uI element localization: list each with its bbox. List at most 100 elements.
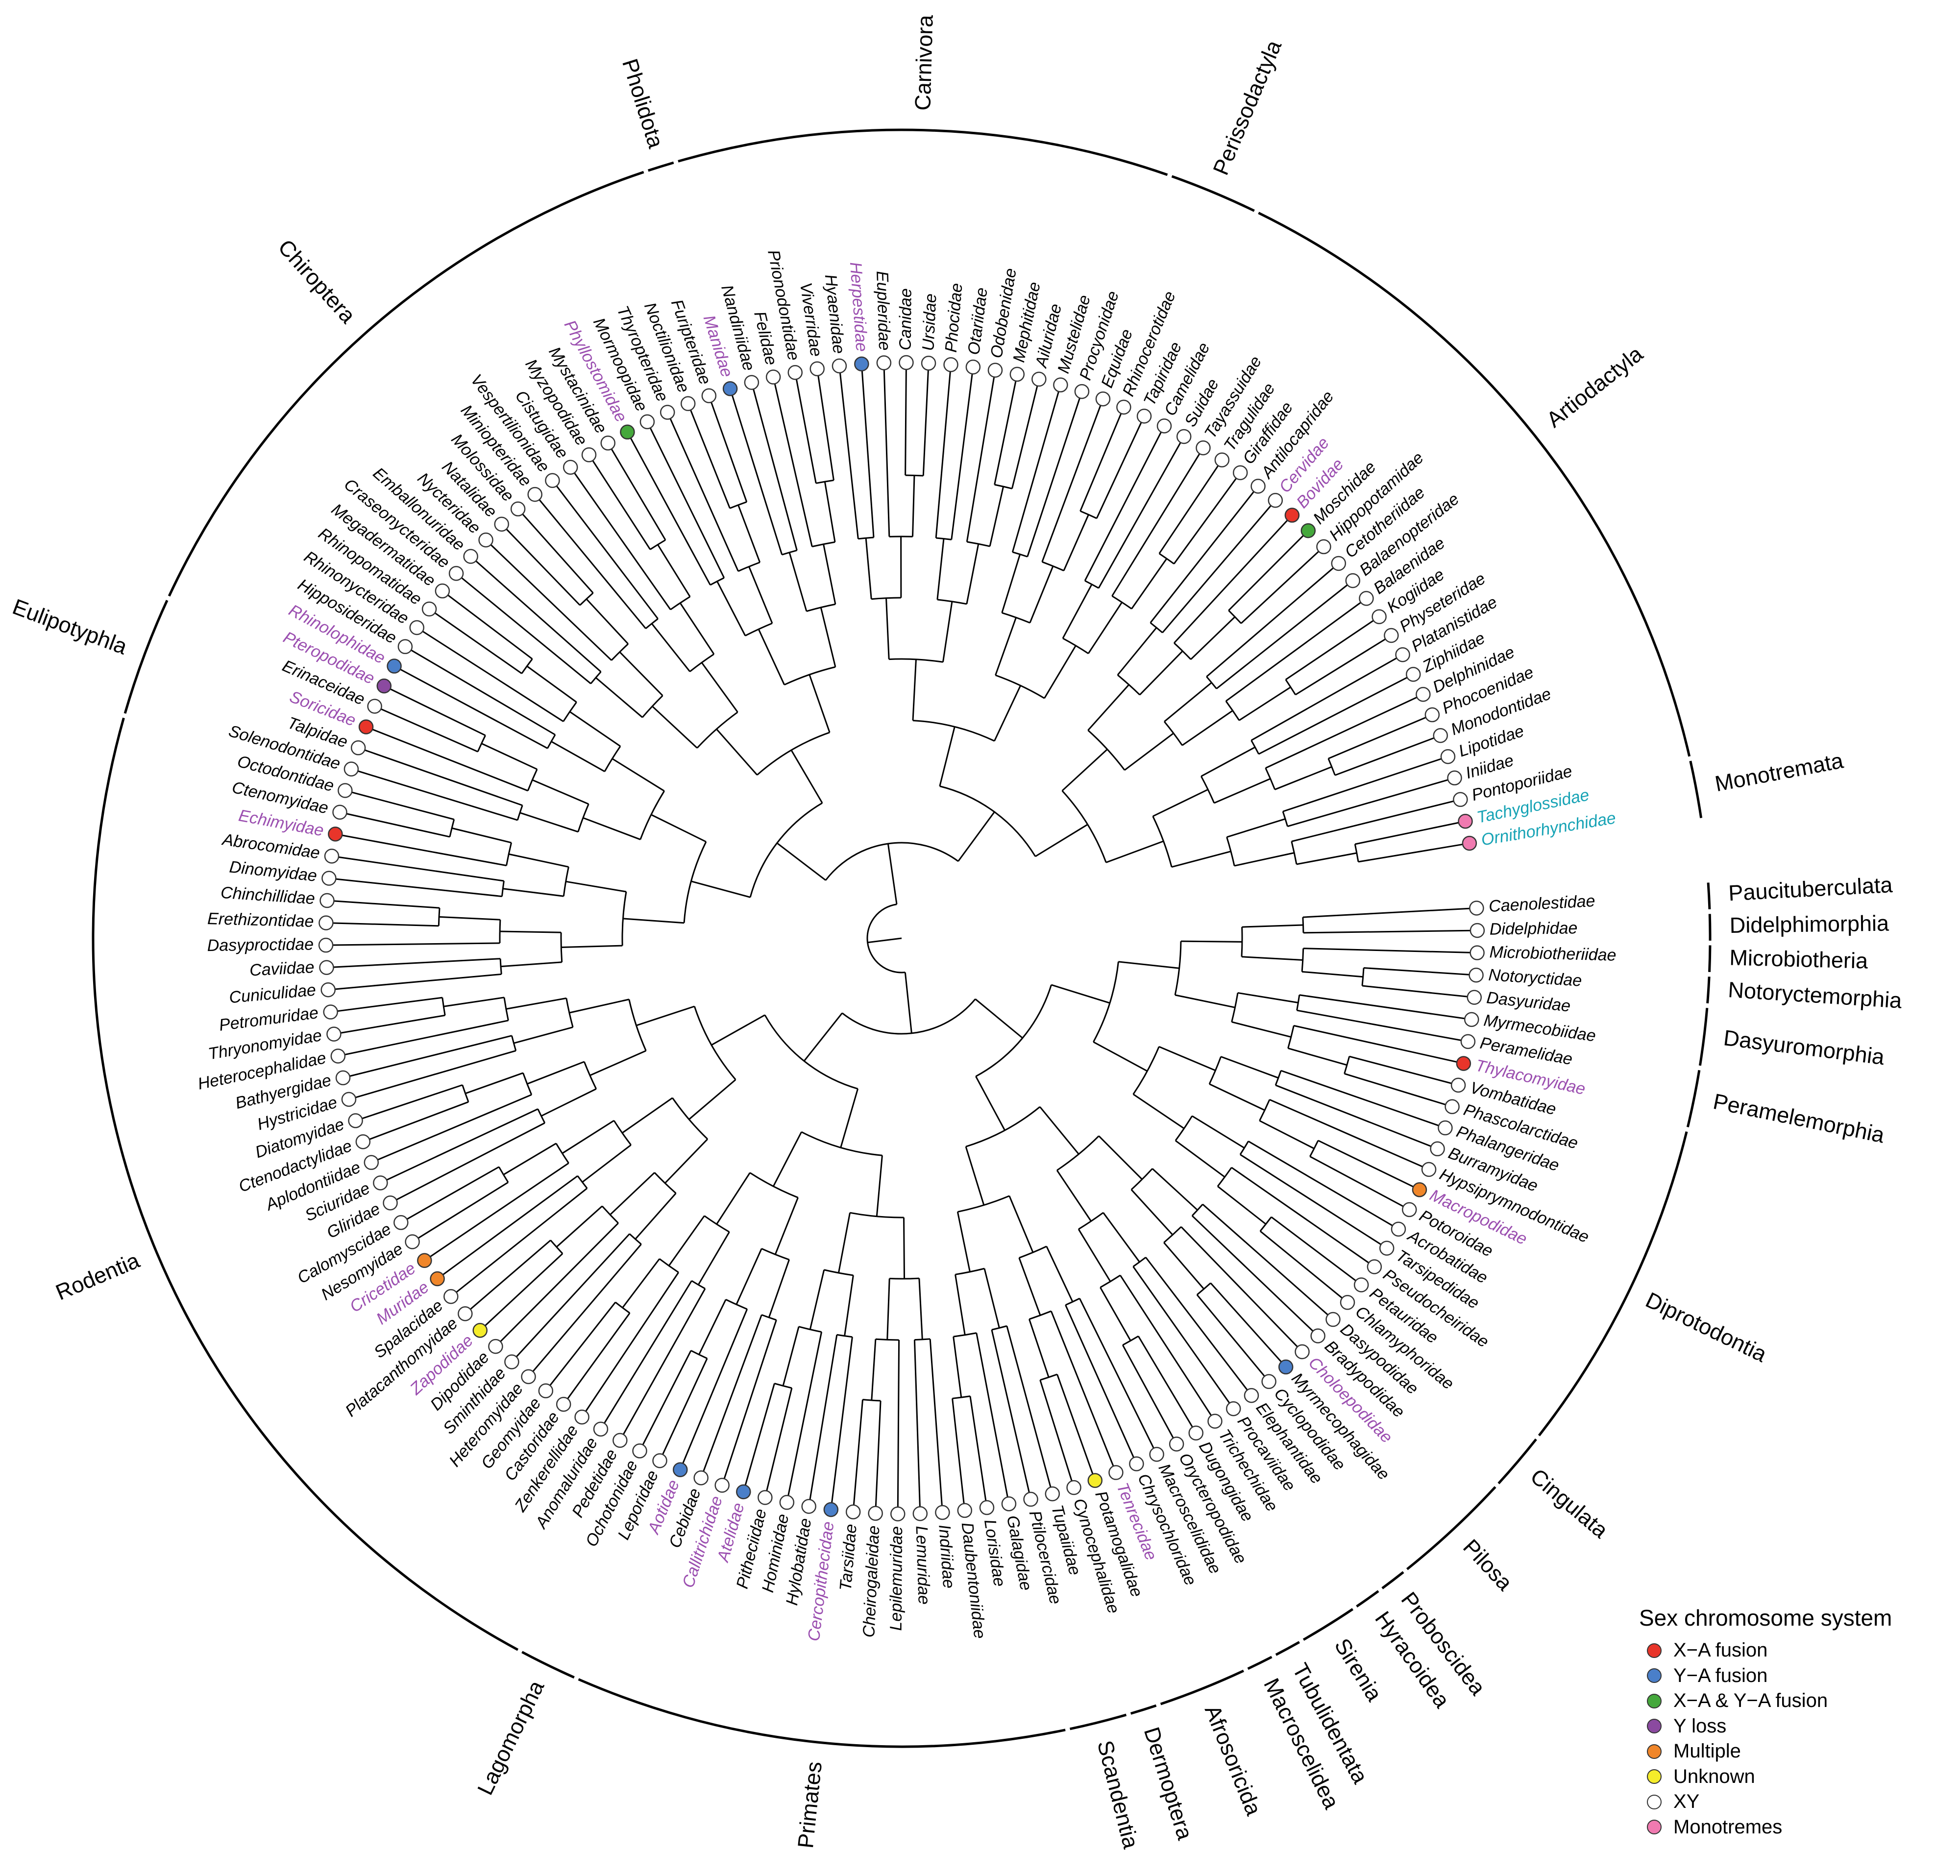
tree-branch — [969, 1396, 988, 1508]
tree-branch — [338, 1020, 509, 1057]
tree-branch — [1250, 654, 1403, 741]
tree-branch — [358, 747, 523, 806]
tree-branch — [429, 608, 522, 674]
tree-branch — [716, 1172, 751, 1225]
tip-marker — [593, 1421, 609, 1437]
tree-branch — [1011, 385, 1061, 553]
tip-marker — [556, 1396, 571, 1412]
tree-branch — [1291, 799, 1461, 842]
tree-branch — [514, 1026, 573, 1044]
tree-branch — [1056, 1374, 1096, 1481]
tip-marker — [478, 532, 493, 548]
tree-branch — [348, 1050, 516, 1100]
tree-branch — [830, 1337, 853, 1510]
tip-marker — [330, 1048, 346, 1064]
tree-branch — [1131, 558, 1168, 609]
tip-marker — [1456, 1056, 1471, 1071]
tree-branch — [1039, 1380, 1075, 1488]
tree-branch — [1221, 1056, 1279, 1079]
tree-branch — [955, 1274, 966, 1335]
tree-branch — [1164, 721, 1183, 746]
tree-branch — [1191, 1215, 1319, 1337]
tip-marker — [563, 460, 578, 475]
tip-marker — [809, 361, 825, 376]
tree-branch — [456, 573, 591, 684]
tree-branch — [450, 1188, 588, 1297]
tree-branch — [716, 729, 758, 776]
tip-marker — [722, 381, 738, 396]
tree-branch — [650, 539, 666, 550]
tree-branch — [666, 412, 739, 572]
tree-branch — [836, 1334, 853, 1338]
tree-branch — [1050, 1311, 1117, 1473]
legend-swatch — [1647, 1643, 1662, 1658]
order-arc — [1686, 1070, 1701, 1127]
legend-label: X−A & Y−A fusion — [1673, 1690, 1828, 1712]
legend-label: Y loss — [1673, 1715, 1727, 1737]
tree-branch — [1206, 562, 1339, 678]
order-arc — [678, 128, 1168, 176]
tree-branch — [876, 1155, 883, 1217]
tip-marker — [350, 740, 366, 755]
order-arc — [1689, 760, 1703, 818]
order-label: Dermoptera — [1139, 1724, 1198, 1843]
tree-branch — [1231, 993, 1239, 1023]
tree-branch — [966, 543, 980, 605]
legend-swatch — [1647, 1794, 1662, 1809]
tree-branch — [1275, 1084, 1438, 1150]
tree-branch — [565, 880, 627, 893]
tip-marker — [1359, 591, 1374, 606]
tree-branch — [1158, 459, 1223, 554]
order-label: Artiodactyla — [1542, 341, 1648, 433]
tree-branch — [1234, 852, 1295, 867]
tree-branch — [1309, 1156, 1410, 1211]
tree-branch — [1302, 907, 1477, 918]
tree-branch — [735, 1248, 762, 1305]
tree-branch — [1296, 852, 1357, 865]
tree-branch — [913, 1340, 921, 1514]
tree-branch — [1190, 616, 1236, 660]
tree-branch — [768, 1259, 790, 1318]
tree-branch — [380, 1108, 539, 1184]
tree-branch — [1349, 1055, 1459, 1086]
tree-branch — [1029, 1319, 1050, 1378]
tip-marker — [1250, 479, 1266, 494]
tree-branch — [772, 1131, 802, 1187]
tree-branch — [556, 1205, 603, 1248]
tree-branch — [1111, 447, 1204, 597]
tip-marker — [383, 1195, 398, 1211]
tip-marker — [876, 355, 892, 370]
tree-branch — [1102, 1212, 1140, 1263]
tip-marker — [435, 583, 450, 599]
tree-branch — [683, 841, 707, 923]
order-arc — [1406, 1486, 1496, 1570]
tip-marker — [397, 639, 413, 655]
tree-branch — [721, 1319, 777, 1486]
tip-marker — [1116, 399, 1131, 415]
tree-branch — [776, 842, 826, 881]
tree-branch — [537, 1108, 546, 1123]
tree-branch — [764, 1388, 793, 1498]
tree-branch — [1011, 379, 1040, 489]
tree-branch — [1231, 1021, 1292, 1038]
tip-marker — [1156, 418, 1172, 434]
tip-marker — [1176, 429, 1192, 444]
tree-branch — [500, 930, 562, 933]
tip-marker — [1095, 391, 1111, 407]
tree-branch — [1174, 941, 1182, 996]
legend-swatch — [1647, 1820, 1662, 1835]
leaf-label: Herpestidae — [846, 262, 871, 353]
leaf-label: Lepilemuridae — [887, 1526, 906, 1631]
tip-marker — [521, 1369, 536, 1385]
tip-marker — [1372, 609, 1387, 624]
tip-marker — [673, 1462, 688, 1477]
tip-marker — [328, 827, 343, 842]
tree-branch — [639, 790, 665, 840]
tree-branch — [1231, 1167, 1375, 1267]
tree-branch — [1241, 956, 1303, 961]
tip-marker — [1284, 508, 1300, 523]
tree-branch — [1282, 755, 1448, 812]
tree-branch — [498, 1166, 509, 1183]
tip-marker — [488, 1339, 503, 1354]
tree-branch — [729, 388, 783, 555]
